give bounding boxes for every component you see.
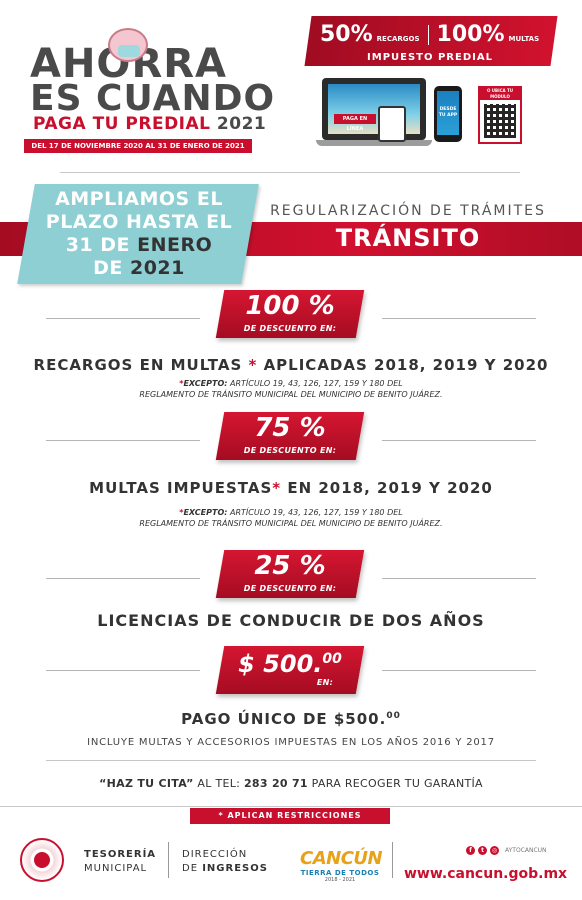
paga-predial-year: 2021 [216,114,267,134]
divider-right [382,670,536,671]
price-value: $ 500.00 [238,650,342,678]
qr-label: O UBICA TU MÓDULO [480,88,520,100]
pay-online-label: PAGA EN LÍNEA [334,114,376,132]
divider-right [382,318,536,319]
discount-desc: DE DESCUENTO EN: [243,446,337,455]
divider-left [46,318,200,319]
instagram-icon[interactable]: ◎ [490,846,499,855]
item-heading: MULTAS IMPUESTAS* EN 2018, 2019 Y 2020 [89,479,493,497]
promo-subtitle: IMPUESTO PREDIAL [367,52,493,63]
laptop-screen [328,84,420,134]
paga-predial-line: PAGA TU PREDIAL 2021 [33,114,266,134]
incluye-text: INCLUYE MULTAS Y ACCESORIOS IMPUESTAS EN… [87,737,495,748]
phone-app-text: DESDE TU APP [437,91,459,135]
laptop-image: PAGA EN LÍNEA [322,78,426,140]
restrictions-label: * APLICAN RESTRICCIONES [190,808,390,824]
campaign-dates: DEL 17 DE NOVIEMBRE 2020 AL 31 DE ENERO … [24,139,252,153]
tesoreria-municipal: TESORERÍA MUNICIPAL [84,849,157,874]
qr-code-icon [484,104,516,138]
item-heading: RECARGOS EN MULTAS * APLICADAS 2018, 201… [33,356,549,374]
discount-desc: DE DESCUENTO EN: [243,324,337,333]
twitter-icon[interactable]: t [478,846,487,855]
extension-line-2: PLAZO HASTA EL [45,211,233,233]
promo-pct-recargos: 50% [320,22,373,47]
direccion-ingresos: DIRECCIÓN DE INGRESOS [182,849,268,874]
laptop-base [316,140,432,146]
extension-line-1: AMPLIAMOS EL [55,188,223,210]
divider-right [382,440,536,441]
promo-divider [427,24,429,45]
extension-line-4: DE 2021 [93,257,185,279]
price-en: EN: [316,678,334,687]
divider-left [46,578,200,579]
piggy-bank-icon [108,28,148,62]
headline-es-cuando: ES CUANDO [30,78,276,119]
discount-pct: 25 % [254,551,326,581]
divider [0,806,582,807]
social-handle[interactable]: AYTOCANCUN [505,847,547,854]
discount-desc: DE DESCUENTO EN: [243,584,337,593]
divider [46,760,536,761]
tablet-image [378,106,406,142]
social-links[interactable]: f t ◎ AYTOCANCUN [466,846,547,855]
facebook-icon[interactable]: f [466,846,475,855]
phone-image: DESDE TU APP [434,86,462,142]
item-note: *EXCEPTO: ARTÍCULO 19, 43, 126, 127, 159… [139,379,443,399]
extension-line-3: 31 DE ENERO [65,234,213,256]
divider-right [382,578,536,579]
discount-pct: 100 % [245,291,335,321]
cita-line: “HAZ TU CITA” AL TEL: 283 20 71 PARA REC… [99,777,483,790]
item-note: *EXCEPTO: ARTÍCULO 19, 43, 126, 127, 159… [139,508,443,528]
promo-pct-multas: 100% [436,22,505,47]
promo-discounts: 50% RECARGOS 100% MULTAS [320,22,550,47]
footer-divider [392,842,393,878]
website-link[interactable]: www.cancun.gob.mx [404,866,568,882]
promo-label-multas: MULTAS [508,35,540,43]
discount-pct: 75 % [254,413,326,443]
municipal-seal-icon [20,838,64,882]
divider-left [46,440,200,441]
footer-divider [168,842,169,878]
regularizacion-heading: REGULARIZACIÓN DE TRÁMITES [270,203,546,219]
promo-label-recargos: RECARGOS [376,35,420,43]
transito-title: TRÁNSITO [335,224,481,252]
divider [60,172,520,173]
extension-text: AMPLIAMOS EL PLAZO HASTA EL 31 DE ENERO … [30,188,248,280]
item-heading: LICENCIAS DE CONDUCIR DE DOS AÑOS [97,611,485,630]
divider-left [46,670,200,671]
cancun-logo: CANCÚN TIERRA DE TODOS 2018 - 2021 [300,848,383,883]
pago-unico-heading: PAGO ÚNICO DE $500.00 [181,710,401,728]
paga-predial-text: PAGA TU PREDIAL [33,114,211,134]
